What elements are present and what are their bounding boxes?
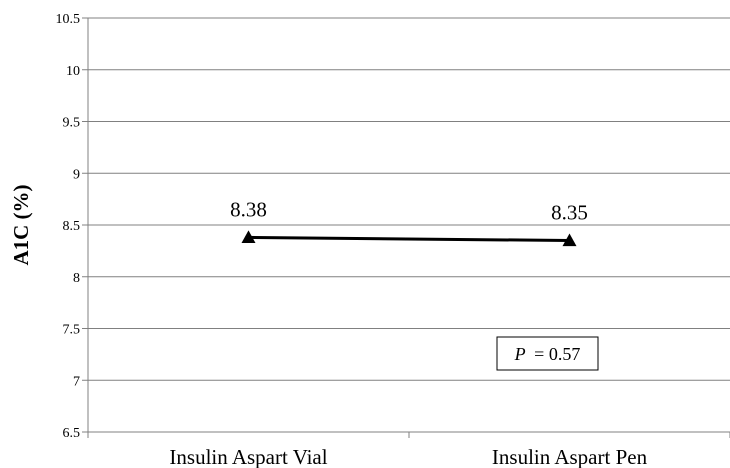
p-value-number: = 0.57 — [534, 344, 580, 364]
data-label: 8.35 — [551, 201, 588, 225]
p-value-text: P = 0.57 — [514, 344, 581, 364]
data-point-marker — [562, 233, 577, 247]
y-tick-label: 6.5 — [63, 426, 81, 441]
series-line — [248, 235, 570, 243]
p-value-box-border — [496, 336, 599, 371]
x-axis-ticks: Insulin Aspart Vial Insulin Aspart Pen — [87, 432, 730, 468]
y-axis-label: A1C (%) — [9, 184, 33, 265]
data-point-marker — [241, 230, 256, 244]
y-tick-label: 9 — [73, 167, 80, 182]
grid-lines — [88, 17, 730, 433]
y-axis-ticks: 6.5 7 7.5 8 8.5 9 9.5 10 10.5 — [56, 12, 88, 441]
series: 8.38 8.35 — [230, 197, 588, 247]
y-tick-label: 8.5 — [63, 219, 81, 234]
y-tick-label: 8 — [73, 271, 80, 286]
y-tick-label: 10 — [66, 64, 80, 79]
y-tick-label: 7 — [73, 374, 80, 389]
p-value-box: P = 0.57 — [496, 336, 599, 371]
y-tick-label: 9.5 — [63, 116, 81, 131]
y-tick-label: 7.5 — [63, 323, 81, 338]
x-category-label: Insulin Aspart Pen — [492, 445, 648, 468]
y-tick-label: 10.5 — [56, 12, 81, 27]
x-category-label: Insulin Aspart Vial — [169, 445, 327, 468]
data-label: 8.38 — [230, 197, 267, 221]
p-value-symbol: P — [514, 344, 526, 364]
